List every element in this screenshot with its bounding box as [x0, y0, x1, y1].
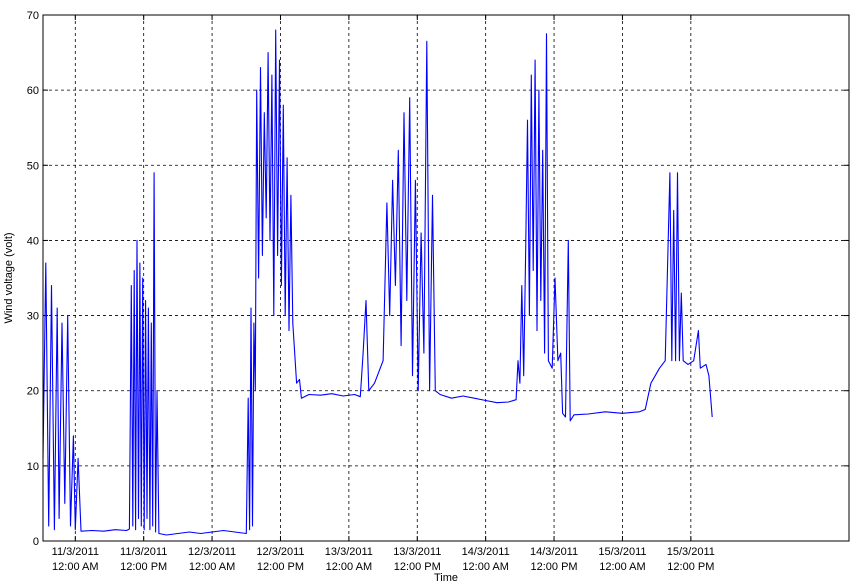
x-tick-label-date: 11/3/2011: [120, 546, 167, 558]
plot-background: [43, 15, 849, 541]
x-tick-label-date: 13/3/2011: [325, 546, 373, 558]
x-tick-label-time: 12:00 AM: [189, 561, 235, 573]
y-tick-label: 50: [27, 160, 39, 172]
y-tick-label: 0: [33, 536, 39, 548]
x-tick-label-time: 12:00 PM: [667, 561, 714, 573]
x-tick-label-time: 12:00 AM: [52, 561, 98, 573]
x-axis-title: Time: [434, 572, 458, 584]
x-tick-label-time: 12:00 PM: [257, 561, 304, 573]
x-tick-labels: 11/3/2011 12:00 AM 11/3/2011 12:00 PM 12/3/2…: [52, 546, 715, 573]
x-tick-label-date: 15/3/2011: [598, 546, 646, 558]
x-tick-label-time: 12:00 PM: [120, 561, 167, 573]
x-tick-label-date: 13/3/2011: [393, 546, 441, 558]
x-tick-label-date: 14/3/2011: [462, 546, 510, 558]
x-tick-label-date: 11/3/2011: [52, 546, 99, 558]
y-tick-label: 70: [27, 10, 39, 22]
y-tick-label: 10: [27, 461, 39, 473]
y-axis-title: Wind voltage (volt): [3, 232, 15, 323]
x-tick-label-time: 12:00 PM: [394, 561, 441, 573]
x-tick-label-time: 12:00 PM: [531, 561, 578, 573]
y-tick-label: 40: [27, 235, 39, 247]
plot-frame: [42, 14, 850, 542]
y-tick-labels: 0 10 20 30 40 50 60 70: [27, 10, 39, 548]
y-tick-label: 30: [27, 311, 39, 323]
series-line: [42, 29, 713, 536]
x-tick-label-time: 12:00 AM: [462, 561, 508, 573]
x-tick-label-date: 12/3/2011: [188, 546, 236, 558]
x-tick-label-date: 15/3/2011: [667, 546, 715, 558]
x-tick-label-time: 12:00 AM: [599, 561, 645, 573]
x-tick-label-date: 12/3/2011: [256, 546, 304, 558]
y-tick-label: 20: [27, 386, 39, 398]
x-tick-label-time: 12:00 AM: [326, 561, 372, 573]
y-tick-label: 60: [27, 85, 39, 97]
x-tick-label-date: 14/3/2011: [530, 546, 578, 558]
